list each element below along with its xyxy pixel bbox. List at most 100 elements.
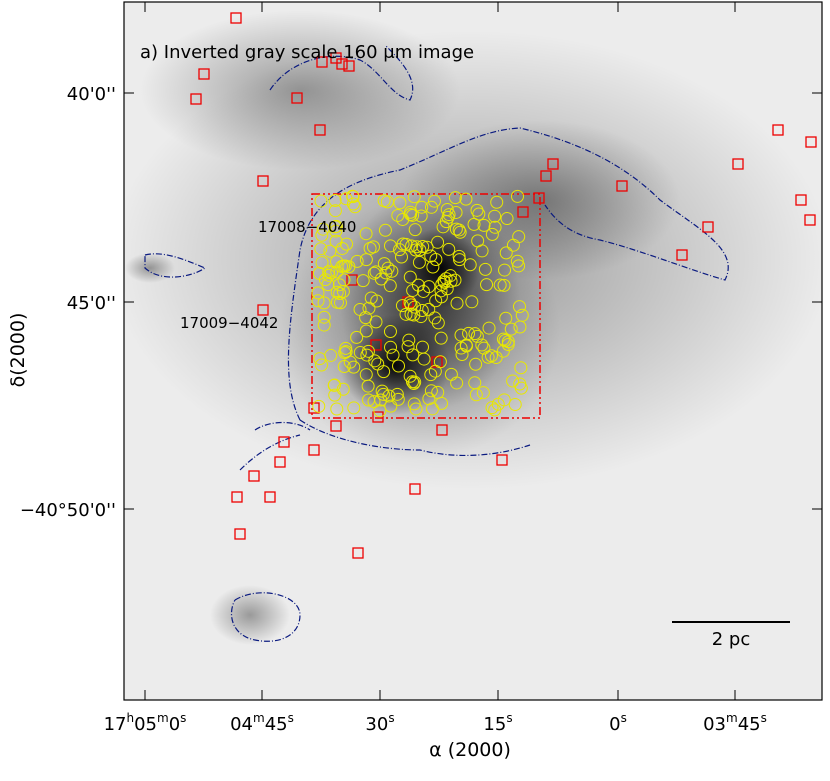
marker-circle [348, 200, 362, 214]
marker-square [676, 249, 688, 261]
marker-circle [405, 239, 419, 253]
marker-circle [431, 385, 445, 399]
tick-unit: s [761, 711, 767, 725]
x-tick-label: 17h05m0s [104, 711, 187, 735]
marker-circle [350, 330, 364, 344]
marker-circle [485, 401, 499, 415]
tick-number: 45 [265, 714, 288, 735]
marker-circle [391, 392, 405, 406]
marker-circle [399, 307, 413, 321]
marker-circle [468, 327, 482, 341]
x-tick-label: 30s [365, 711, 394, 735]
marker-square [278, 436, 290, 448]
marker-circle [482, 321, 496, 335]
marker-circle [463, 258, 477, 272]
marker-circle [404, 208, 418, 222]
marker-circle [449, 222, 463, 236]
marker-circle [442, 242, 456, 256]
marker-square [330, 52, 342, 64]
y-tick-label: −40°50'0'' [20, 500, 116, 521]
marker-circle [440, 282, 454, 296]
marker-square [274, 456, 286, 468]
marker-circle [510, 189, 524, 203]
marker-circle [311, 286, 325, 300]
marker-square [370, 339, 382, 351]
marker-circle [329, 224, 343, 238]
marker-circle [337, 360, 351, 374]
marker-circle [362, 301, 376, 315]
tick-number: 45 [738, 714, 761, 735]
marker-circle [412, 255, 426, 269]
marker-circle [402, 333, 416, 347]
marker-circle [362, 393, 376, 407]
marker-circle [514, 381, 528, 395]
marker-square [248, 470, 260, 482]
marker-circle [465, 295, 479, 309]
marker-circle [477, 218, 491, 232]
marker-circle [390, 387, 404, 401]
scale-bar-label: 2 pc [712, 629, 751, 650]
marker-circle [369, 265, 383, 279]
marker-circle [315, 256, 329, 270]
marker-circle [488, 209, 502, 223]
marker-circle [315, 358, 329, 372]
marker-circle [359, 311, 373, 325]
marker-circle [384, 340, 398, 354]
marker-square [231, 491, 243, 503]
marker-square [343, 60, 355, 72]
marker-circle [424, 384, 438, 398]
tick-number: 04 [230, 714, 253, 735]
marker-circle [504, 322, 518, 336]
tick-unit: m [726, 711, 738, 725]
marker-circle [443, 269, 457, 283]
marker-square [496, 454, 508, 466]
marker-circle [408, 300, 422, 314]
marker-circle [392, 359, 406, 373]
marker-circle [434, 284, 448, 298]
marker-square [308, 444, 320, 456]
marker-circle [428, 364, 442, 378]
marker-circle [415, 200, 429, 214]
marker-circle [330, 295, 344, 309]
marker-circle [420, 240, 434, 254]
marker-square [234, 528, 246, 540]
marker-square [257, 175, 269, 187]
marker-circle [338, 346, 352, 360]
marker-square [330, 420, 342, 432]
marker-circle [512, 259, 526, 273]
marker-square [352, 547, 364, 559]
marker-circle [359, 227, 373, 241]
tick-unit: s [621, 711, 627, 725]
marker-square [616, 180, 628, 192]
marker-circle [377, 365, 391, 379]
marker-circle [408, 223, 422, 237]
tick-number: 03 [703, 714, 726, 735]
marker-circle [314, 242, 328, 256]
y-axis-label: δ(2000) [7, 313, 29, 388]
marker-circle [424, 368, 438, 382]
marker-circle [444, 367, 458, 381]
marker-circle [406, 348, 420, 362]
marker-circle [506, 374, 520, 388]
marker-circle [401, 340, 415, 354]
y-tick-label: 45'0'' [67, 293, 116, 314]
marker-circle [497, 393, 511, 407]
marker-square [190, 93, 202, 105]
marker-circle [468, 376, 482, 390]
marker-circle [328, 194, 342, 208]
marker-circle [339, 192, 353, 206]
marker-circle [359, 368, 373, 382]
marker-circle [356, 274, 370, 288]
marker-circle [407, 377, 421, 391]
marker-circle [329, 234, 343, 248]
x-tick-label: 15s [483, 711, 512, 735]
marker-circle [363, 241, 377, 255]
marker-circle [498, 263, 512, 277]
marker-circle [381, 261, 395, 275]
marker-circle [330, 255, 344, 269]
marker-circle [339, 341, 353, 355]
marker-square [436, 424, 448, 436]
marker-circle [426, 260, 440, 274]
marker-circle [449, 205, 463, 219]
